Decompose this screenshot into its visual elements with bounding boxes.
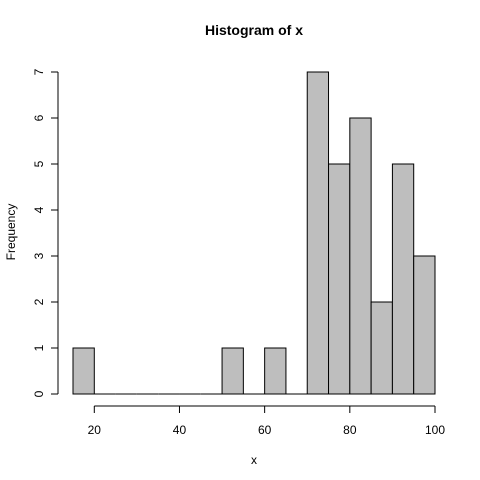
histogram-bar [349,117,372,395]
y-tick-label: 6 [32,114,46,121]
y-tick-label: 5 [32,160,46,167]
y-tick-label: 0 [32,390,46,397]
histogram-bar [221,347,244,395]
x-tick-label: 60 [258,423,272,437]
y-tick-label: 1 [32,344,46,351]
x-tick-label: 100 [425,423,445,437]
y-tick-label: 4 [32,206,46,213]
bars-group [72,71,436,395]
y-axis-label: Frequency [4,204,18,261]
histogram-bar [328,163,351,395]
y-tick-label: 3 [32,252,46,259]
x-axis-label: x [251,453,257,467]
x-tick-label: 40 [173,423,187,437]
x-tick-label: 20 [88,423,102,437]
histogram-bar [306,71,330,395]
y-tick-label: 2 [32,298,46,305]
histogram-bar [72,347,95,395]
histogram-bar [370,301,393,395]
histogram-bar [391,163,415,395]
chart-title: Histogram of x [205,22,303,38]
y-tick-label: 7 [32,68,46,75]
histogram-bar [264,347,287,395]
x-axis: 20 40 60 80 100 [88,405,445,437]
x-tick-label: 80 [343,423,357,437]
y-axis: 0 1 2 3 4 5 6 7 [32,68,59,397]
histogram-bar [413,255,436,395]
